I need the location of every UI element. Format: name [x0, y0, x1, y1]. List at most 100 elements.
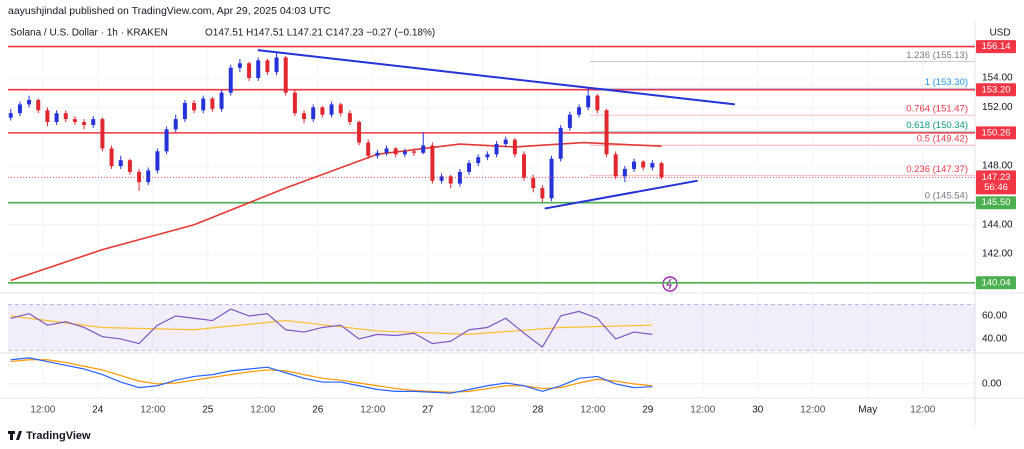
fib-label: 0.618 (150.34) — [906, 120, 968, 131]
fib-label: 0.764 (151.47) — [906, 104, 968, 115]
candle-body — [265, 60, 270, 73]
candle-body — [632, 161, 637, 169]
candle-body — [329, 104, 334, 115]
candle-body — [439, 176, 444, 181]
fib-label: 0.236 (147.37) — [906, 164, 968, 175]
candle-body — [63, 113, 68, 120]
candle-body — [91, 119, 96, 125]
level-label: 153.20 — [981, 84, 1010, 95]
candle-body — [8, 113, 13, 118]
footer-brand: TradingView — [26, 430, 91, 442]
y-tick-label: 0.00 — [982, 379, 1002, 390]
candle-body — [540, 188, 545, 199]
candle-body — [402, 151, 407, 155]
x-tick-label: 28 — [532, 405, 544, 416]
x-tick-label: May — [858, 405, 877, 416]
candle-body — [366, 142, 371, 156]
candle-body — [109, 148, 114, 167]
candle-body — [467, 163, 472, 172]
y-tick-label: 60.00 — [982, 311, 1007, 322]
y-tick-label: 142.00 — [982, 249, 1013, 260]
candle-body — [503, 139, 508, 145]
candle-body — [485, 154, 490, 158]
candle-body — [137, 171, 142, 183]
alert-icon — [662, 276, 678, 292]
candle-body — [256, 60, 261, 78]
x-tick-label: 12:00 — [910, 405, 935, 416]
y-tick-label: 154.00 — [982, 73, 1013, 84]
trend-line — [257, 49, 735, 106]
candle-body — [393, 148, 398, 155]
candle-body — [476, 157, 481, 164]
candle-body — [302, 113, 307, 120]
candle-body — [146, 170, 151, 183]
level-tag — [976, 40, 1016, 54]
candle-body — [586, 95, 591, 108]
logo — [8, 431, 22, 440]
candle-body — [613, 154, 618, 177]
y-tick-label: 148.00 — [982, 161, 1013, 172]
plot-layer: 1.236 (155.13) 1 (153.30) 0.764 (151.47) 0.… — [8, 40, 975, 398]
candle-body — [118, 160, 123, 167]
x-tick-label: 25 — [202, 405, 214, 416]
x-tick-label: 12:00 — [250, 405, 275, 416]
currency: USD — [989, 28, 1010, 39]
x-tick-label: 27 — [422, 405, 434, 416]
candle-body — [622, 168, 627, 177]
candle-body — [338, 104, 343, 114]
candle-body — [27, 100, 32, 105]
x-tick-label: 12:00 — [140, 405, 165, 416]
candle-body — [522, 154, 527, 178]
candle-body — [173, 119, 178, 130]
candle-body — [228, 67, 233, 93]
level-label: 145.50 — [981, 197, 1010, 208]
candle-body — [292, 92, 297, 114]
candle-body — [577, 107, 582, 115]
candle-body — [659, 163, 664, 178]
candle-body — [82, 122, 87, 125]
y-tick-label: 152.00 — [982, 102, 1013, 113]
fib-label: 0.5 (149.42) — [917, 134, 968, 145]
x-tick-label: 12:00 — [580, 405, 605, 416]
fib-label: 0 (145.54) — [925, 191, 968, 202]
candle-body — [36, 100, 41, 111]
candle-body — [650, 163, 655, 168]
x-tick-label: 12:00 — [800, 405, 825, 416]
header: aayushjindal published on TradingView.co… — [8, 5, 331, 17]
x-tick-label: 12:00 — [30, 405, 55, 416]
candle-body — [567, 114, 572, 128]
x-tick-label: 26 — [312, 405, 324, 416]
candle-body — [192, 102, 197, 111]
x-tick-label: 29 — [642, 405, 654, 416]
macd-line — [10, 357, 653, 394]
current-price-label: 147.23 — [981, 172, 1010, 183]
rsi-band — [8, 304, 975, 351]
candle-body — [54, 113, 59, 123]
level-label: 150.26 — [981, 127, 1010, 138]
x-tick-label: 30 — [752, 405, 764, 416]
candle-body — [182, 102, 187, 120]
y-tick-label: 144.00 — [982, 219, 1013, 230]
candle-body — [237, 63, 242, 68]
candle-body — [641, 161, 646, 168]
candle-body — [531, 177, 536, 189]
candle-body — [384, 148, 389, 153]
candle-body — [558, 127, 563, 159]
fib-label: 1.236 (155.13) — [906, 50, 968, 61]
chart-title: Solana / U.S. Dollar · 1h · KRAKEN — [10, 28, 168, 39]
candle-body — [283, 57, 288, 93]
candle-body — [72, 119, 77, 123]
candle-body — [457, 171, 462, 184]
candle-body — [210, 98, 215, 109]
candle-body — [127, 160, 132, 172]
y-tick-label: 40.00 — [982, 334, 1007, 345]
candle-body — [347, 113, 352, 123]
candle-body — [45, 110, 50, 123]
rsi-line — [10, 308, 653, 348]
candle-body — [421, 145, 426, 153]
candle-body — [595, 95, 600, 111]
x-tick-label: 24 — [92, 405, 104, 416]
countdown: 56:46 — [984, 182, 1008, 193]
ohlc-legend: O147.51 H147.51 L147.21 C147.23 −0.27 (−… — [205, 28, 435, 39]
